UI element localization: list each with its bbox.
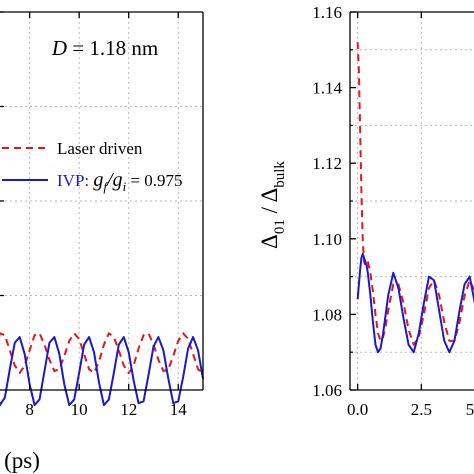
left-chart: 8 10 12 14 D = 1.18 nm Laser driven IVP: gf/gi…: [0, 11, 204, 473]
y-tick-label: 1.12: [312, 154, 342, 173]
x-tick-label: 10: [71, 400, 88, 419]
x-tick-label-cut: 5: [466, 400, 474, 419]
grid: [0, 12, 203, 391]
x-tick-label: 0.0: [347, 400, 368, 419]
y-tick-label: 1.10: [312, 230, 342, 249]
x-tick-label: 12: [120, 400, 137, 419]
series-line-ivp: [0, 336, 204, 407]
x-axis-label: (ps): [4, 448, 40, 473]
series-line-laser-driven: [0, 332, 204, 374]
y-tick-label: 1.06: [312, 381, 342, 400]
legend: Laser driven IVP: gf/gi = 0.975: [2, 139, 183, 194]
y-tick-label: 1.16: [312, 3, 342, 22]
right-chart: 0.0 2.5 1.06 1.08 1.10 1.12 1.14 1.16 5 Δ01 / Δbu…: [257, 3, 474, 419]
annotation-value: = 1.18 nm: [67, 36, 158, 60]
legend-label-laser-driven: Laser driven: [57, 139, 143, 158]
grid: [350, 12, 474, 390]
x-tick-label: 2.5: [411, 400, 432, 419]
y-axis-label: Δ01 / Δbulk: [257, 161, 288, 249]
series-line-laser-driven: [356, 42, 474, 346]
series-line-ivp: [356, 252, 474, 354]
legend-label-ivp: IVP: gf/gi = 0.975: [57, 169, 183, 194]
y-tick-label: 1.08: [312, 305, 342, 324]
x-tick-label: 8: [25, 400, 34, 419]
x-tick-label: 14: [170, 400, 188, 419]
annotation-symbol: D: [51, 36, 67, 60]
y-tick-label: 1.14: [312, 79, 342, 98]
annotation-diameter: D = 1.18 nm: [51, 36, 158, 60]
